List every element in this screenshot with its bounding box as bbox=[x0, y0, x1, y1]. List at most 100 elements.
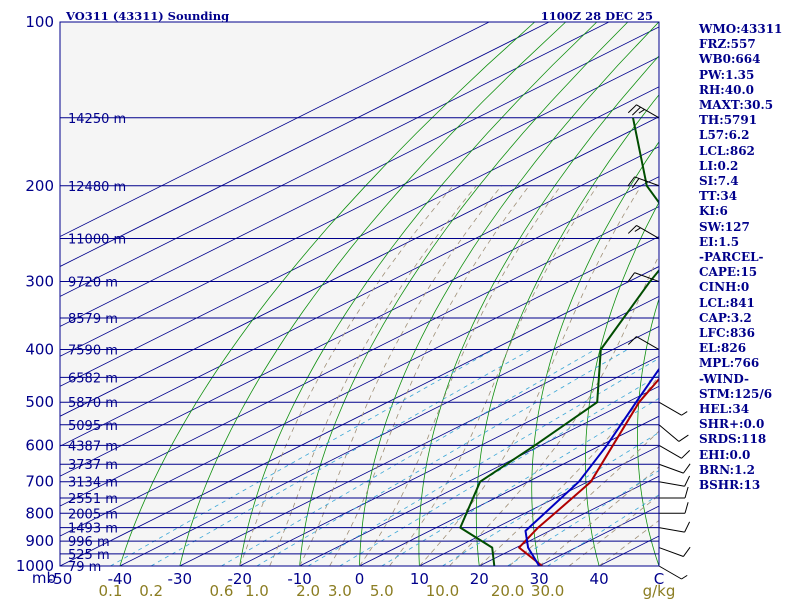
sounding-index-line: TT:34 bbox=[699, 189, 738, 204]
wind-barb-staff bbox=[658, 527, 685, 533]
wind-barb-flag bbox=[684, 502, 689, 514]
isotherm-line bbox=[60, 116, 659, 417]
sounding-index-line: STM:125/6 bbox=[699, 386, 773, 401]
wind-barb-flag bbox=[681, 449, 691, 459]
wind-barb-flag bbox=[638, 109, 645, 114]
parcel-profile bbox=[524, 367, 659, 566]
mixing-ratio-tick-label: 0.6 bbox=[210, 582, 234, 600]
mixing-ratio-tick-label: 0.1 bbox=[99, 582, 123, 600]
sounding-index-line: SHR+:0.0 bbox=[699, 417, 765, 432]
sounding-index-line: CINH:0 bbox=[699, 280, 750, 295]
wind-barb bbox=[627, 336, 660, 350]
mixing-ratio-unit-label: g/kg bbox=[643, 582, 676, 600]
height-label: 1493 m bbox=[68, 522, 118, 537]
temperature-tick-label: 0 bbox=[355, 570, 365, 588]
station-title: VO311 (43311) Sounding bbox=[65, 9, 229, 23]
mixing-ratio-tick-label: 2.0 bbox=[296, 582, 320, 600]
temperature-tick-label: -40 bbox=[108, 570, 133, 588]
wind-barb bbox=[658, 521, 691, 533]
sounding-index-line: SW:127 bbox=[699, 219, 750, 234]
isotherm-line bbox=[119, 296, 659, 566]
wind-barb-staff bbox=[658, 481, 685, 487]
mixing-ratio-tick-label: 1.0 bbox=[245, 582, 269, 600]
wind-barb-flag bbox=[627, 225, 637, 234]
temperature-tick-label: 40 bbox=[590, 570, 609, 588]
sounding-index-line: CAP:3.2 bbox=[699, 310, 752, 325]
height-label: 2551 m bbox=[68, 492, 118, 507]
pressure-tick-label: 700 bbox=[25, 473, 54, 491]
wind-barb-staff bbox=[658, 463, 684, 474]
wind-barb-staff bbox=[658, 547, 684, 557]
mixing-ratio-tick-label: 0.2 bbox=[139, 582, 163, 600]
isotherm-line bbox=[299, 385, 659, 566]
temperature-tick-label: 20 bbox=[470, 570, 489, 588]
sounding-index-line: FRZ:557 bbox=[699, 37, 756, 52]
sounding-index-line: LCL:841 bbox=[699, 295, 755, 310]
pressure-tick-label: 900 bbox=[25, 532, 54, 550]
moist-adiabat-line bbox=[449, 254, 659, 566]
height-label: 7590 m bbox=[68, 344, 118, 359]
wind-barb-flag bbox=[684, 486, 689, 499]
height-label: 4387 m bbox=[68, 439, 118, 454]
sounding-indices-panel: WMO:43311 FRZ:557 WB0:664 PW:1.35 RH:40.0 MAX… bbox=[699, 22, 799, 493]
temperature-profile bbox=[518, 377, 659, 566]
temperature-tick-label: -20 bbox=[227, 570, 252, 588]
isotherm-line bbox=[60, 236, 659, 537]
wind-barb-flag bbox=[627, 272, 635, 283]
sounding-index-line: L57:6.2 bbox=[699, 128, 750, 143]
sounding-index-line: HEL:34 bbox=[699, 402, 750, 417]
sounding-index-line: WB0:664 bbox=[699, 52, 761, 67]
sounding-index-line: EI:1.5 bbox=[699, 234, 740, 249]
wind-barb bbox=[658, 565, 688, 580]
isotherm-line bbox=[60, 86, 659, 387]
moist-adiabat-line bbox=[568, 494, 659, 566]
height-label: 14250 m bbox=[68, 112, 126, 127]
sounding-index-line: LCL:862 bbox=[699, 143, 755, 158]
pressure-tick-label: 1000 bbox=[16, 557, 54, 575]
isotherm-line bbox=[419, 445, 659, 566]
pressure-tick-label: 300 bbox=[25, 273, 54, 291]
height-label: 5095 m bbox=[68, 419, 118, 434]
wind-barb-staff bbox=[658, 424, 680, 442]
height-label: 9720 m bbox=[68, 276, 118, 291]
wind-barb bbox=[659, 486, 689, 499]
isotherm-line bbox=[60, 22, 550, 267]
temperature-tick-label: -50 bbox=[48, 570, 73, 588]
wind-barb-flag bbox=[627, 176, 635, 187]
wind-barb bbox=[627, 272, 660, 283]
sounding-index-line: WMO:43311 bbox=[699, 22, 783, 36]
temperature-tick-label: 10 bbox=[410, 570, 429, 588]
wind-barb-staff bbox=[636, 336, 660, 350]
wind-barb-flag bbox=[683, 463, 691, 474]
pressure-tick-label: 600 bbox=[25, 436, 54, 454]
sounding-index-line: -PARCEL- bbox=[699, 250, 764, 265]
wind-barb bbox=[658, 401, 688, 416]
wind-barb-flag bbox=[684, 475, 691, 487]
height-label: 525 m bbox=[68, 548, 110, 563]
isotherm-line bbox=[60, 206, 659, 507]
height-label: 3134 m bbox=[68, 476, 118, 491]
pressure-tick-label: 500 bbox=[25, 393, 54, 411]
height-label: 12480 m bbox=[68, 180, 126, 195]
wind-barb-flag bbox=[631, 178, 640, 189]
sounding-index-line: KI:6 bbox=[699, 204, 728, 219]
height-label: 2005 m bbox=[68, 507, 118, 522]
isotherm-line bbox=[60, 266, 659, 566]
isotherm-line bbox=[179, 325, 659, 566]
sounding-index-line: TH:5791 bbox=[699, 113, 758, 128]
wind-barb-staff bbox=[634, 272, 660, 283]
pressure-tick-label: 200 bbox=[25, 177, 54, 195]
pressure-unit-label: mb bbox=[32, 569, 56, 587]
pressure-tick-label: 100 bbox=[25, 13, 54, 31]
wind-barb-staff bbox=[658, 565, 682, 580]
wind-barb bbox=[658, 546, 691, 557]
sounding-index-line: MPL:766 bbox=[699, 356, 760, 371]
mixing-ratio-tick-label: 20.0 bbox=[491, 582, 524, 600]
temperature-tick-label: -10 bbox=[287, 570, 312, 588]
temperature-tick-label: 30 bbox=[530, 570, 549, 588]
wind-barb-flag bbox=[681, 574, 688, 580]
wind-barb bbox=[627, 225, 660, 239]
wind-barb bbox=[627, 104, 660, 119]
wind-barb bbox=[658, 475, 691, 487]
